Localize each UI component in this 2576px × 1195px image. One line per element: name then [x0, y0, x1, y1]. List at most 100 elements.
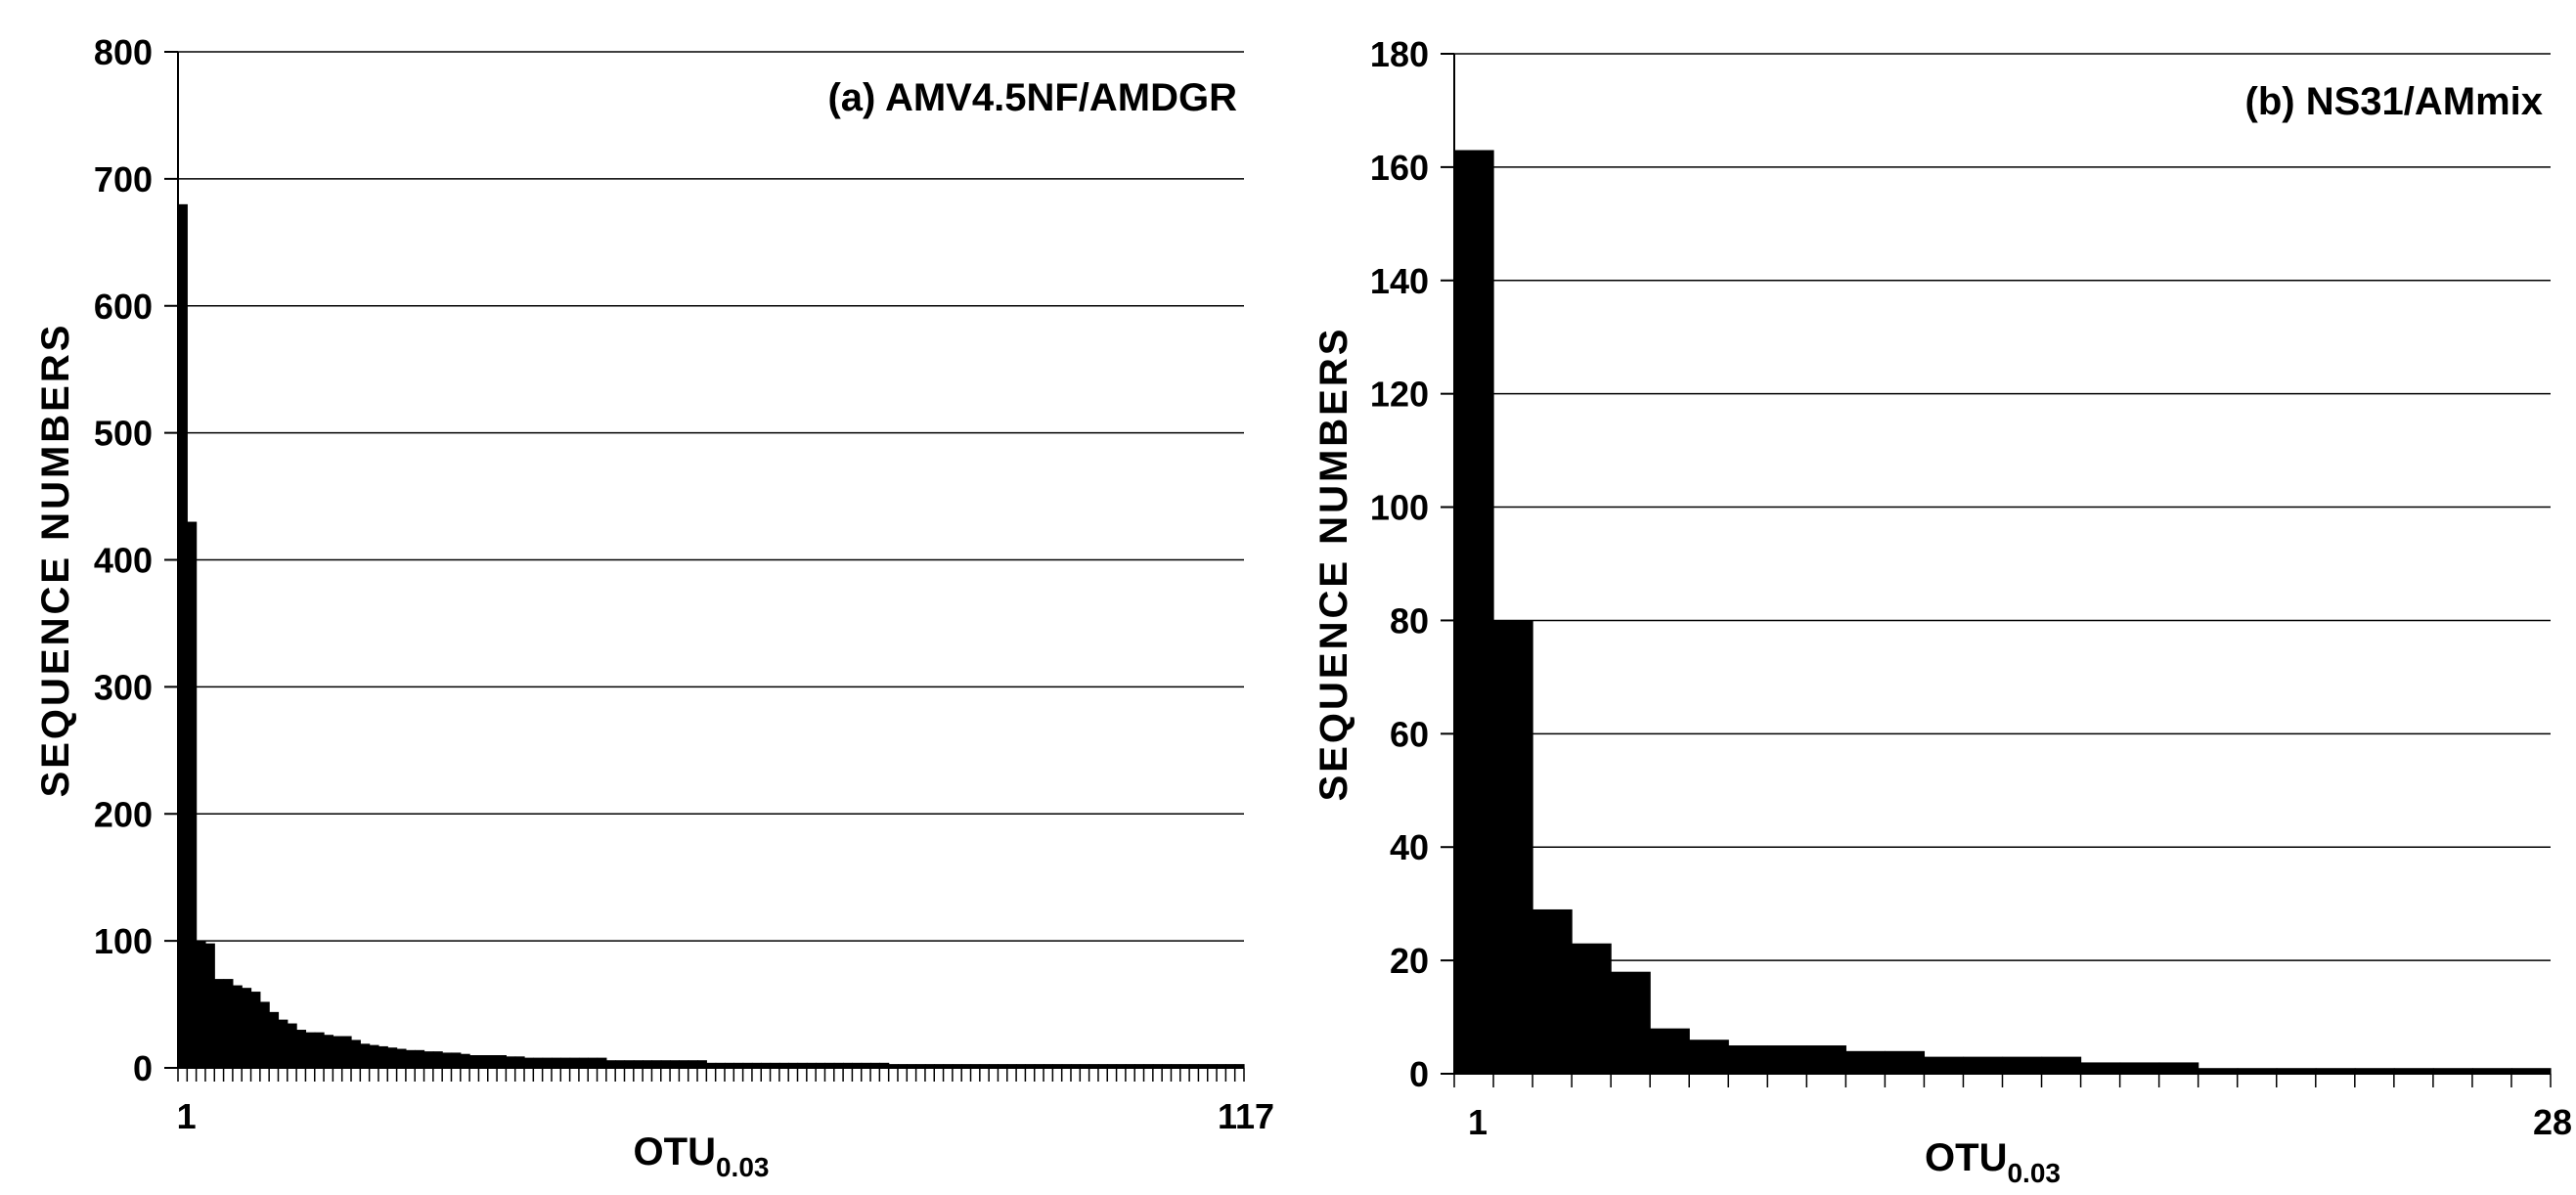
- bar-a: [888, 1064, 899, 1068]
- x-last-label-a: 117: [1218, 1096, 1274, 1136]
- bar-a: [524, 1057, 534, 1068]
- bar-a: [970, 1064, 981, 1068]
- bar-b: [2276, 1068, 2317, 1074]
- bar-b: [2315, 1068, 2356, 1074]
- bar-a: [989, 1064, 999, 1068]
- y-ticks-a: [164, 51, 178, 1069]
- bar-a: [560, 1057, 571, 1068]
- y-tick-label-a: 100: [94, 921, 153, 961]
- bar-a: [506, 1056, 516, 1068]
- bar-b: [1572, 943, 1612, 1074]
- bar-a: [979, 1064, 990, 1068]
- bar-a: [943, 1064, 954, 1068]
- bar-b: [2002, 1056, 2043, 1074]
- y-tick-label-b: 180: [1370, 34, 1429, 74]
- bar-a: [187, 521, 198, 1068]
- bar-a: [223, 979, 234, 1068]
- x-first-label-a: 1: [177, 1096, 197, 1136]
- bar-b: [1767, 1045, 1807, 1074]
- bar-a: [250, 992, 261, 1068]
- bar-a: [287, 1023, 297, 1068]
- x-axis-label-b: OTU0.03: [1925, 1136, 2061, 1188]
- bar-a: [214, 979, 225, 1068]
- bar-a: [296, 1030, 307, 1068]
- bar-a: [1034, 1064, 1044, 1068]
- y-tick-label-b: 160: [1370, 148, 1429, 188]
- bar-a: [396, 1048, 407, 1068]
- bar-a: [1125, 1064, 1135, 1068]
- y-tick-label-a: 200: [94, 794, 153, 834]
- bar-a: [1044, 1064, 1053, 1068]
- bar-a: [797, 1062, 808, 1068]
- y-tick-label-b: 100: [1370, 488, 1429, 528]
- bar-a: [770, 1062, 780, 1068]
- y-tick-label-b: 120: [1370, 375, 1429, 415]
- bar-a: [688, 1060, 698, 1068]
- y-tick-label-b: 80: [1390, 600, 1429, 641]
- x-axis-label-sub-b: 0.03: [2007, 1158, 2061, 1188]
- bar-a: [578, 1057, 589, 1068]
- x-ticks-a: [177, 1068, 1245, 1082]
- chart-title-a: (a) AMV4.5NF/AMDGR: [827, 76, 1237, 119]
- bar-a: [870, 1062, 880, 1068]
- bar-b: [2432, 1068, 2473, 1074]
- bar-a: [360, 1043, 371, 1068]
- bars-a: [178, 203, 1245, 1069]
- bar-b: [1845, 1050, 1886, 1074]
- bar-b: [2510, 1068, 2552, 1074]
- bar-b: [2080, 1062, 2121, 1074]
- bar-b: [2354, 1068, 2395, 1074]
- y-tick-label-a: 800: [94, 32, 153, 72]
- bar-a: [778, 1062, 789, 1068]
- bar-a: [679, 1060, 689, 1068]
- bar-a: [597, 1057, 607, 1068]
- bar-b: [2198, 1068, 2239, 1074]
- y-tick-label-b: 140: [1370, 261, 1429, 301]
- bar-a: [615, 1060, 626, 1068]
- bar-a: [1116, 1064, 1127, 1068]
- bar-a: [1016, 1064, 1027, 1068]
- bar-a: [314, 1032, 325, 1068]
- bar-b: [1611, 971, 1651, 1074]
- bar-a: [724, 1062, 734, 1068]
- bar-a: [1097, 1064, 1108, 1068]
- bar-a: [1207, 1064, 1218, 1068]
- bar-a: [633, 1060, 644, 1068]
- bar-a: [1179, 1064, 1190, 1068]
- bar-a: [1171, 1064, 1181, 1068]
- x-first-label-b: 1: [1468, 1102, 1488, 1142]
- bar-a: [998, 1064, 1008, 1068]
- y-tick-label-a: 700: [94, 159, 153, 199]
- x-axis-label-main-b: OTU: [1925, 1136, 2007, 1179]
- x-last-label-b: 28: [2533, 1102, 2572, 1142]
- bar-a: [697, 1060, 707, 1068]
- bar-a: [1107, 1064, 1118, 1068]
- y-tick-label-a: 300: [94, 667, 153, 707]
- bar-a: [961, 1064, 972, 1068]
- y-tick-label-a: 400: [94, 541, 153, 581]
- bar-a: [415, 1049, 425, 1068]
- bar-a: [497, 1055, 507, 1068]
- bar-a: [824, 1062, 835, 1068]
- x-axis-label-a: OTU0.03: [634, 1130, 770, 1182]
- bar-a: [733, 1062, 744, 1068]
- bar-a: [643, 1060, 653, 1068]
- bar-a: [333, 1036, 343, 1068]
- bar-a: [569, 1057, 580, 1068]
- bar-a: [451, 1052, 462, 1068]
- bar-a: [806, 1062, 817, 1068]
- bar-a: [533, 1057, 544, 1068]
- y-ticks-b: [1441, 53, 1454, 1075]
- bar-a: [788, 1062, 799, 1068]
- bar-b: [1728, 1045, 1768, 1074]
- bar-a: [351, 1040, 361, 1068]
- chart-title-b: (b) NS31/AMmix: [2245, 80, 2544, 123]
- y-axis-label-b: SEQUENCE NUMBERS: [1312, 327, 1355, 802]
- y-tick-label-b: 60: [1390, 714, 1429, 754]
- bar-a: [706, 1062, 717, 1068]
- bar-a: [1198, 1064, 1209, 1068]
- y-tick-label-b: 40: [1390, 827, 1429, 867]
- chart-panel-a: 0 100 200 300 400 500 600 700 800 (a) AMV4.5NF/A…: [34, 32, 1274, 1182]
- y-tick-label-a: 500: [94, 414, 153, 454]
- bar-a: [278, 1019, 289, 1068]
